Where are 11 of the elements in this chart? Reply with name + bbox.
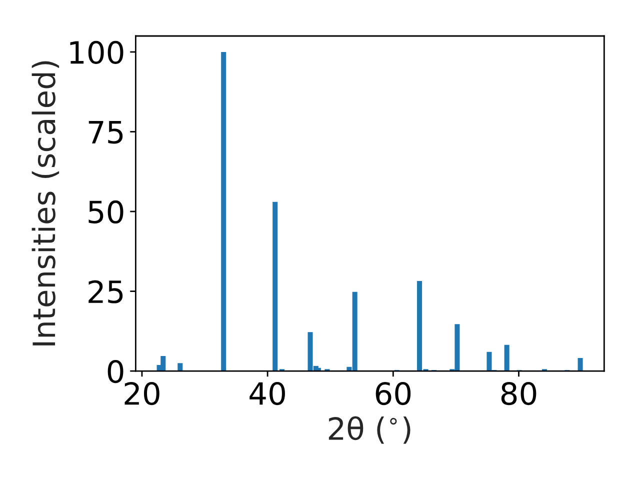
y-tick-label: 0 bbox=[108, 360, 124, 384]
x-tick-label: 20 bbox=[124, 382, 160, 406]
x-tick-label: 80 bbox=[501, 382, 536, 406]
y-tick-label: 25 bbox=[88, 280, 123, 304]
x-tick-label: 40 bbox=[250, 382, 285, 406]
y-tick-label: 75 bbox=[88, 121, 123, 144]
y-tick-label: 100 bbox=[70, 40, 124, 64]
x-axis-title: 2θ ($^{∘}$) bbox=[328, 416, 410, 444]
y-axis-title: Intensities (scaled) bbox=[32, 61, 60, 346]
y-tick-label: 50 bbox=[88, 200, 124, 224]
x-tick-label: 60 bbox=[376, 382, 411, 406]
